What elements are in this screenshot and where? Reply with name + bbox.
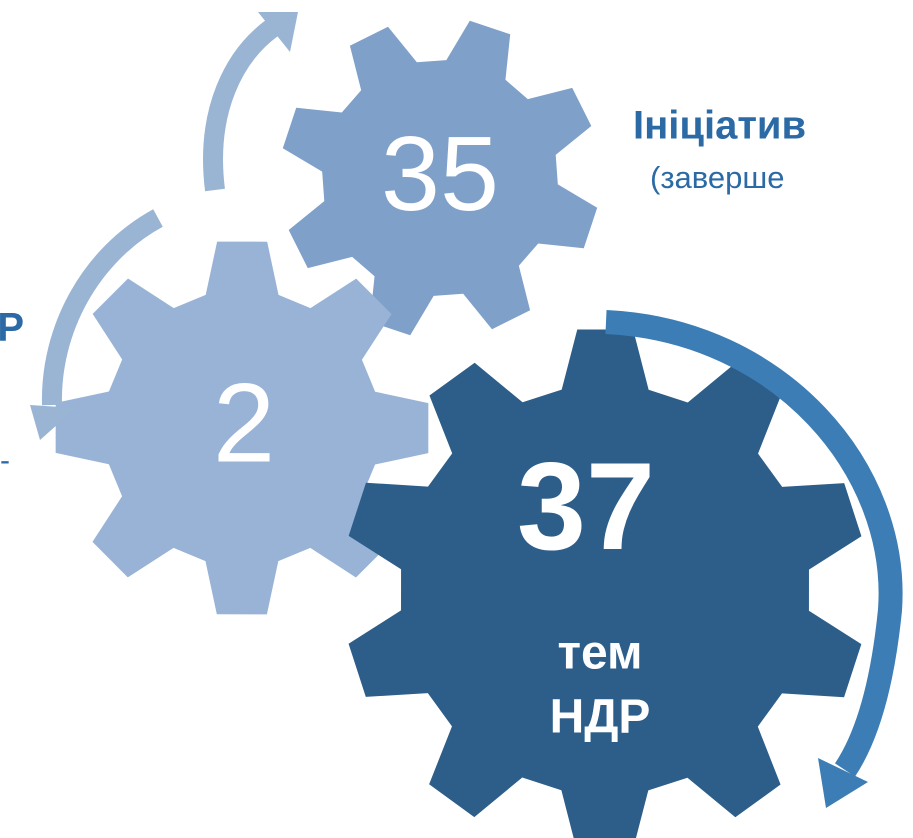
- right-subtitle: (заверше: [650, 160, 785, 195]
- arrow-left: [41, 209, 163, 406]
- arrow-right: [605, 310, 903, 777]
- gear: [55, 241, 429, 615]
- gear-label: тем: [557, 627, 642, 680]
- gear-label: НДР: [550, 691, 651, 744]
- gear-number: 2: [213, 361, 275, 486]
- left-subtitle: -: [0, 444, 10, 477]
- arrow-top: [203, 19, 279, 192]
- gear: [348, 329, 862, 838]
- right-title: Ініціатив: [633, 104, 806, 148]
- gear: [282, 20, 598, 336]
- arrow-head: [258, 12, 298, 52]
- gears: [55, 20, 862, 838]
- gear-number: 37: [517, 438, 655, 576]
- gear-number: 35: [381, 115, 499, 233]
- arrow-head: [818, 758, 868, 808]
- arrow-head: [30, 405, 76, 440]
- left-title: Р: [0, 306, 24, 350]
